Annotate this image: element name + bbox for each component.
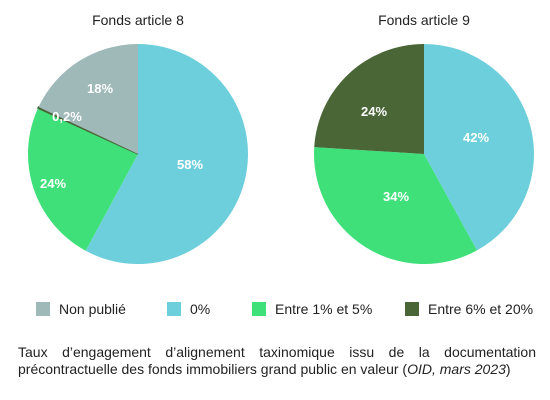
legend-label-0pct: 0% <box>190 301 211 317</box>
caption-end: ) <box>505 361 511 377</box>
legend-swatch-1-5pct <box>252 302 266 316</box>
pie-slice-1-1 <box>314 147 477 264</box>
legend-swatch-non-publie <box>36 302 50 316</box>
chart-title-article-9: Fonds article 9 <box>378 12 470 28</box>
pie-slice-0-1 <box>27 108 138 251</box>
pie-slice-1-0 <box>424 44 534 251</box>
pie-slice-0-3 <box>38 44 138 154</box>
caption-text: Taux d’engagement d’alignement taxinomiq… <box>18 344 536 377</box>
slice-label-1-1: 34% <box>383 189 409 204</box>
slice-label-1-0: 42% <box>463 130 489 145</box>
legend-label-non-publie: Non publié <box>59 301 126 317</box>
pie-slice-0-2 <box>36 105 139 155</box>
slice-label-0-0: 58% <box>177 157 203 172</box>
legend-item-6-20pct: Entre 6% et 20% <box>405 301 533 317</box>
pie-slice-0-0 <box>85 44 249 264</box>
caption-source: OID, mars 2023 <box>407 361 506 377</box>
legend-label-1-5pct: Entre 1% et 5% <box>275 301 373 317</box>
pie-slice-1-2 <box>314 44 424 154</box>
chart-title-article-8: Fonds article 8 <box>92 12 184 28</box>
legend-swatch-6-20pct <box>405 302 419 316</box>
legend-item-1-5pct: Entre 1% et 5% <box>252 301 372 317</box>
figure-caption: Taux d’engagement d’alignement taxinomiq… <box>18 344 536 378</box>
slice-label-1-2: 24% <box>361 104 387 119</box>
legend-item-non-publie: Non publié <box>36 301 126 317</box>
slice-label-0-2: 0,2% <box>52 109 82 124</box>
legend-swatch-0pct <box>167 302 181 316</box>
slice-label-0-1: 24% <box>40 176 66 191</box>
legend: Non publié 0% Entre 1% et 5% Entre 6% et… <box>0 301 550 323</box>
legend-label-6-20pct: Entre 6% et 20% <box>428 301 534 317</box>
pie-charts: 58% 24% 0,2% 18% 42% 34% 24% <box>27 44 534 264</box>
slice-label-0-3: 18% <box>87 81 113 96</box>
legend-item-0pct: 0% <box>167 301 210 317</box>
